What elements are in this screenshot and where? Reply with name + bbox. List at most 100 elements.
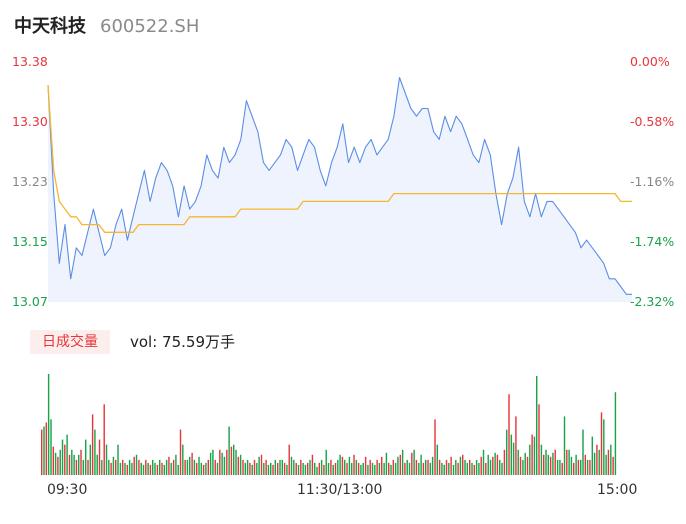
volume-bar [471, 462, 473, 475]
volume-bar [404, 462, 406, 475]
pct-tick-label: -1.16% [630, 174, 675, 189]
volume-bar [399, 454, 402, 475]
volume-bar [138, 459, 140, 475]
volume-bar [170, 462, 172, 475]
volume-bar [73, 454, 75, 475]
volume-bar [385, 452, 388, 475]
volume-bar [512, 442, 515, 475]
price-tick-label: 13.38 [12, 54, 48, 69]
volume-bar [281, 459, 284, 475]
volume-bar [559, 459, 561, 475]
volume-bar [378, 462, 381, 475]
volume-bar [283, 462, 286, 475]
volume-bar [526, 456, 529, 475]
volume-bar [265, 459, 267, 475]
volume-bar [561, 462, 563, 475]
volume-bar [573, 462, 575, 475]
volume-bar [480, 456, 482, 475]
time-tick-label: 15:00 [597, 482, 638, 498]
volume-bar [108, 459, 110, 475]
volume-bar [603, 419, 605, 475]
volume-bar [344, 459, 346, 475]
volume-bar [50, 419, 52, 475]
volume-bar [135, 454, 138, 475]
volume-bar [156, 464, 159, 475]
time-tick-label: 09:30 [47, 482, 88, 498]
volume-bar [320, 459, 323, 475]
volume-bar [529, 444, 531, 475]
volume-bar [52, 446, 55, 475]
volume-bar [300, 459, 302, 475]
volume-bar [464, 459, 466, 475]
volume-bar [582, 429, 584, 476]
volume-bar [487, 454, 489, 475]
volume-bar [492, 456, 494, 475]
volume-bar [485, 462, 487, 475]
volume-bar [357, 462, 360, 475]
volume-bar [515, 416, 517, 475]
volume-bar [397, 456, 399, 475]
volume-bar [302, 462, 304, 475]
stock-name: 中天科技 [14, 16, 86, 37]
volume-bar [145, 459, 147, 475]
volume-bar [545, 449, 547, 476]
volume-bar [348, 456, 351, 475]
volume-bar [147, 462, 149, 475]
price-tick-label: 13.07 [12, 294, 48, 309]
volume-bar [351, 462, 353, 475]
volume-bar [401, 449, 404, 476]
volume-bar [589, 459, 591, 475]
volume-bar [533, 436, 536, 475]
volume-bar [381, 456, 383, 475]
volume-bar [383, 462, 385, 475]
volume-bar [494, 452, 496, 475]
volume-bar [593, 452, 596, 475]
volume-bar [41, 429, 43, 476]
volume-bar [429, 462, 432, 475]
volume-bar [128, 459, 131, 475]
volume-bar [161, 462, 163, 475]
volume-bar [543, 454, 545, 475]
volume-bar [122, 459, 124, 475]
volume-bar [580, 459, 582, 475]
volume-bar [457, 462, 459, 475]
volume-bar [133, 456, 135, 475]
volume-bar [214, 459, 216, 475]
volume-bar [279, 459, 281, 475]
volume-bar [115, 459, 117, 475]
volume-bar [226, 449, 228, 476]
volume-bar [418, 462, 420, 475]
volume-bar [522, 459, 524, 475]
volume-bar [142, 464, 145, 475]
volume-bar [165, 459, 168, 475]
volume-bar [563, 416, 566, 475]
volume-bar [184, 459, 186, 475]
volume-bar [478, 462, 480, 475]
volume-bar [239, 454, 242, 475]
volume-bar [475, 459, 478, 475]
volume-bar [568, 449, 570, 476]
volume-bar [325, 449, 327, 476]
volume-readout: vol: 75.59万手 [130, 333, 235, 351]
volume-bar [230, 446, 233, 475]
volume-bar [552, 452, 554, 475]
volume-bar [374, 464, 376, 475]
volume-bar [425, 459, 427, 475]
volume-bar [346, 462, 348, 475]
volume-bar [233, 444, 235, 475]
volume-bar [260, 454, 263, 475]
volume-bar [159, 459, 161, 475]
volume-bar [45, 422, 48, 475]
volume-bar [172, 459, 175, 475]
volume-bar [436, 444, 439, 475]
volume-bar [64, 444, 66, 475]
volume-bar [209, 452, 212, 475]
volume-bar [47, 374, 50, 475]
volume-bar [105, 444, 108, 475]
volume-bar [270, 462, 272, 475]
volume-bar [110, 462, 112, 475]
volume-tab[interactable]: 日成交量 [30, 330, 110, 354]
volume-bar [427, 459, 429, 475]
volume-bar [311, 454, 314, 475]
